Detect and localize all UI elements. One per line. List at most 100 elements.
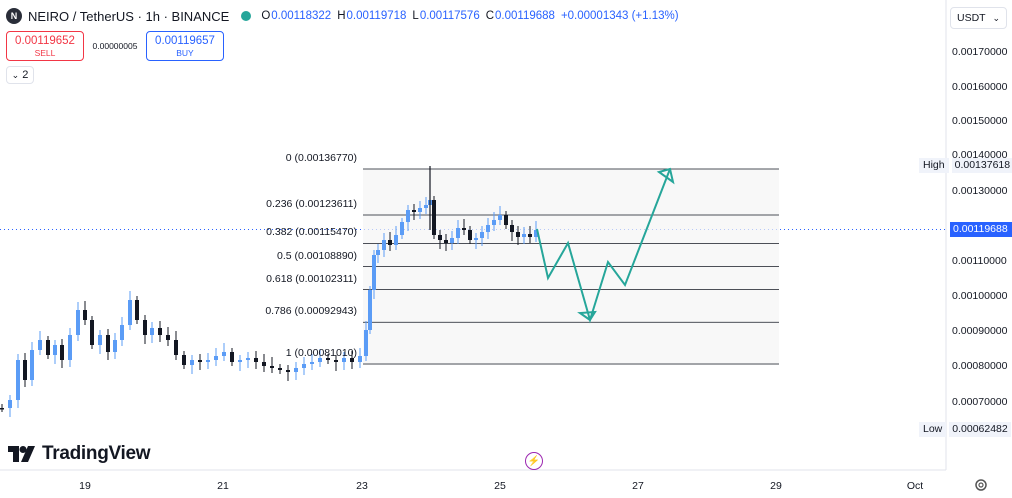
- candle-body: [534, 230, 538, 237]
- candle-body: [456, 228, 460, 238]
- neiro-logo-icon: N: [6, 8, 22, 24]
- candle-body: [30, 350, 34, 380]
- candle-body: [113, 340, 117, 352]
- settings-gear-icon[interactable]: [973, 477, 989, 493]
- ohlc-open: O0.00118322: [261, 10, 332, 22]
- candle-body: [376, 250, 380, 255]
- candle-body: [270, 366, 274, 368]
- tradingview-logo-icon: [8, 446, 35, 462]
- candle-body: [8, 400, 12, 408]
- candle-body: [310, 362, 314, 364]
- buy-button[interactable]: 0.00119657 BUY: [146, 31, 224, 61]
- fib-level-label: 0 (0.00136770): [285, 152, 357, 164]
- candle-body: [302, 364, 306, 368]
- candle-body: [76, 310, 80, 335]
- fib-retracement[interactable]: [363, 168, 779, 365]
- candle-body: [83, 310, 87, 320]
- trade-panel: 0.00119652 SELL 0.00000005 0.00119657 BU…: [6, 31, 224, 61]
- candle-body: [262, 362, 266, 366]
- candle-body: [462, 228, 466, 230]
- fib-area: [363, 169, 779, 365]
- candle-body: [510, 225, 514, 232]
- tradingview-logo[interactable]: TradingView: [8, 443, 151, 465]
- time-tick: Oct: [906, 480, 924, 492]
- candle-body: [128, 300, 132, 325]
- candle-body: [342, 358, 346, 362]
- candle-body: [23, 360, 27, 380]
- candle-body: [474, 238, 478, 240]
- price-tick: 0.00090000: [952, 325, 1008, 337]
- candle-body: [206, 360, 210, 362]
- ohlc-low: L0.00117576: [412, 10, 480, 22]
- ohlc-high: H0.00119718: [337, 10, 407, 22]
- candle-body: [198, 360, 202, 362]
- indicators-toggle[interactable]: ⌄ 2: [6, 66, 34, 84]
- chevron-down-icon: ⌄: [992, 12, 1000, 23]
- candle-body: [492, 220, 496, 225]
- sell-button[interactable]: 0.00119652 SELL: [6, 31, 84, 61]
- candle-body: [230, 352, 234, 362]
- high-value: 0.00137618: [951, 158, 1012, 173]
- candle-body: [0, 408, 4, 410]
- candle-body: [388, 240, 392, 245]
- low-value: 0.00062482: [949, 422, 1011, 437]
- candle-body: [382, 240, 386, 250]
- price-tick: 0.00130000: [952, 185, 1008, 197]
- candle-body: [504, 215, 508, 225]
- candle-body: [190, 360, 194, 365]
- candle-body: [46, 340, 50, 355]
- candle-body: [444, 240, 448, 243]
- candle-body: [90, 320, 94, 345]
- candle-body: [400, 222, 404, 235]
- fib-level-label: 0.382 (0.00115470): [266, 226, 357, 239]
- candle-body: [394, 235, 398, 245]
- last-price-badge: 0.00119688: [950, 222, 1012, 237]
- fib-level-label: 0.786 (0.00092943): [265, 305, 357, 318]
- buy-label: BUY: [176, 47, 194, 58]
- price-tick: 0.00100000: [952, 290, 1008, 302]
- candle-body: [16, 360, 20, 400]
- candle-body: [498, 215, 502, 220]
- candle-body: [326, 358, 330, 360]
- currency-value: USDT: [957, 12, 986, 24]
- candle-body: [278, 368, 282, 370]
- candle-body: [68, 335, 72, 360]
- projection-arrowhead: [656, 167, 675, 185]
- price-tick: 0.00070000: [952, 396, 1008, 408]
- time-tick: 21: [217, 480, 229, 492]
- candle-body: [468, 230, 472, 240]
- time-tick: 23: [356, 480, 368, 492]
- fib-level-label: 0.236 (0.00123611): [266, 198, 357, 211]
- currency-select[interactable]: USDT ⌄: [950, 7, 1007, 29]
- brand-name: TradingView: [42, 443, 151, 464]
- candle-body: [486, 225, 490, 232]
- candle-body: [450, 238, 454, 243]
- ohlc-close: C0.00119688: [485, 10, 555, 22]
- time-tick: 19: [79, 480, 91, 492]
- candle-body: [522, 234, 526, 237]
- candle-body: [120, 325, 124, 340]
- candle-body: [150, 328, 154, 335]
- fib-level-label: 0.5 (0.00108890): [277, 249, 357, 262]
- candle-body: [222, 352, 226, 356]
- price-tick: 0.00110000: [952, 255, 1007, 267]
- price-tick: 0.00080000: [952, 360, 1008, 372]
- candle-body: [143, 320, 147, 335]
- price-tick: 0.00160000: [952, 81, 1008, 93]
- indicators-count: 2: [22, 69, 29, 81]
- candle-body: [372, 255, 376, 290]
- sell-label: SELL: [34, 47, 56, 58]
- lightning-icon[interactable]: ⚡: [525, 452, 543, 470]
- candle-body: [254, 358, 258, 362]
- candle-body: [98, 335, 102, 345]
- candle-body: [158, 328, 162, 335]
- buy-price: 0.00119657: [155, 34, 215, 47]
- price-tick: 0.00150000: [952, 115, 1008, 127]
- time-tick: 27: [632, 480, 644, 492]
- time-tick: 29: [770, 480, 782, 492]
- sell-price: 0.00119652: [15, 34, 75, 47]
- symbol-title[interactable]: NEIRO / TetherUS · 1h · BINANCE: [28, 8, 230, 24]
- fib-level-label: 0.618 (0.00102311): [266, 272, 357, 285]
- candle-body: [358, 356, 362, 362]
